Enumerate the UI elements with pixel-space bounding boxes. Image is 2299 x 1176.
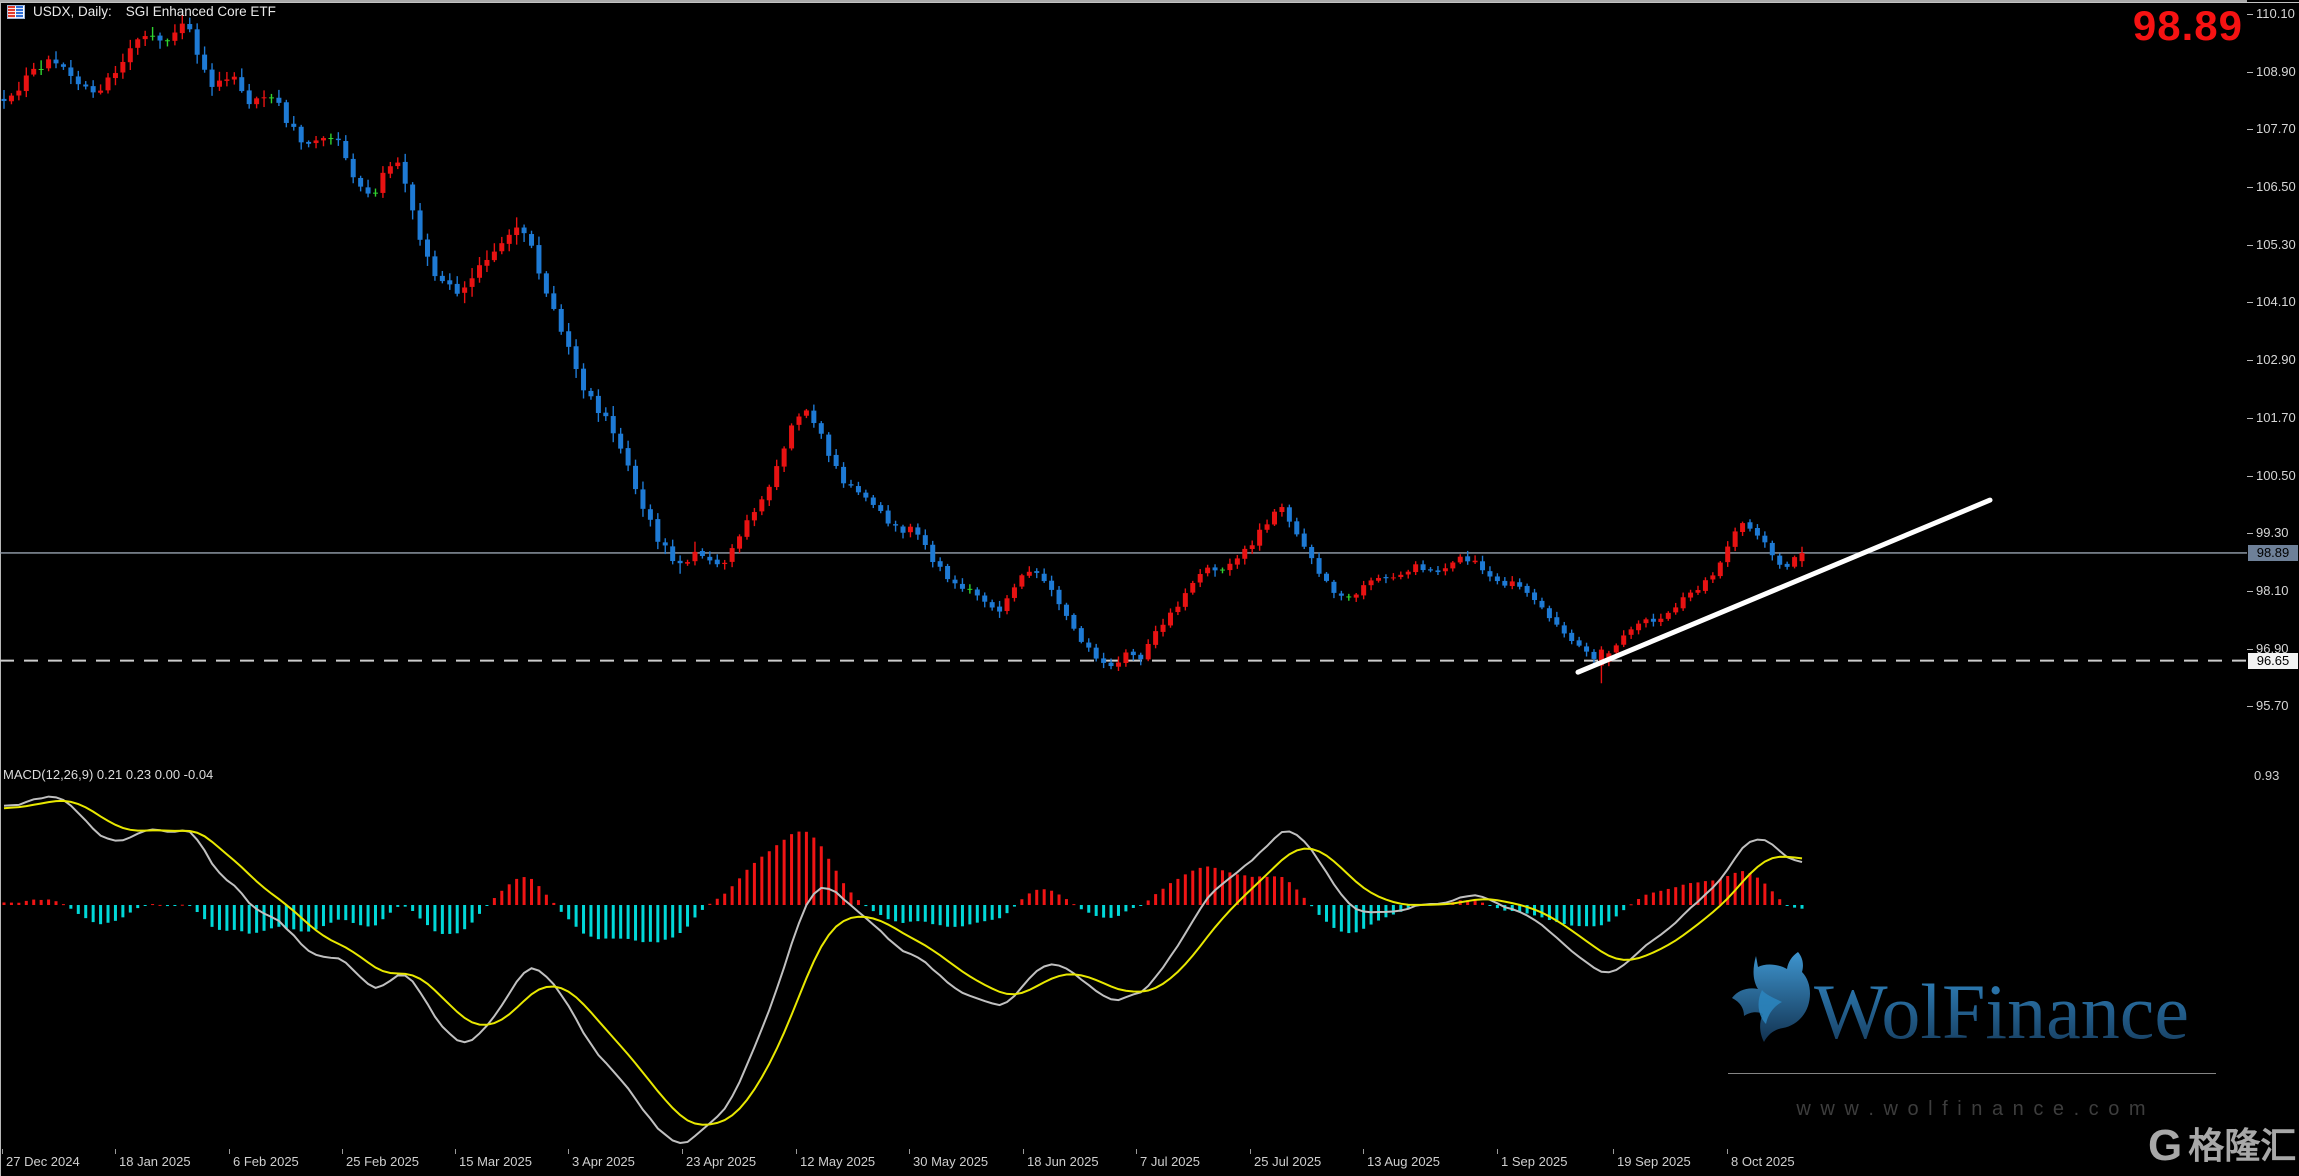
trendline[interactable] bbox=[1575, 497, 1993, 675]
support-level-tag: 96.65 bbox=[2248, 653, 2298, 669]
time-axis-label: 25 Jul 2025 bbox=[1254, 1154, 1322, 1169]
time-axis-tick bbox=[1497, 1149, 1498, 1154]
time-axis-label: 13 Aug 2025 bbox=[1367, 1154, 1441, 1169]
time-axis-label: 23 Apr 2025 bbox=[686, 1154, 757, 1169]
time-axis-tick bbox=[342, 1149, 343, 1154]
time-axis-tick bbox=[1023, 1149, 1024, 1154]
price-axis-label: 99.30 bbox=[2256, 525, 2289, 541]
price-axis-line bbox=[0, 3, 1, 1176]
last-price-readout: 98.89 bbox=[2132, 2, 2243, 49]
macd-line bbox=[3, 795, 1803, 1145]
symbol-description: SGI Enhanced Core ETF bbox=[125, 4, 276, 19]
time-axis-tick bbox=[1613, 1149, 1614, 1154]
time-axis-label: 30 May 2025 bbox=[913, 1154, 989, 1169]
price-axis-label: 102.90 bbox=[2256, 352, 2296, 368]
macd-scale-max-label: 0.93 bbox=[2254, 768, 2280, 783]
price-axis-label: 107.70 bbox=[2256, 121, 2296, 137]
price-axis-label: 108.90 bbox=[2256, 63, 2296, 79]
time-axis-tick bbox=[115, 1149, 116, 1154]
watermark-lockup: WolFinance bbox=[1732, 952, 2189, 1055]
price-axis-tick bbox=[2247, 648, 2253, 650]
time-axis-label: 12 May 2025 bbox=[800, 1154, 876, 1169]
gelonghui-mark: G bbox=[2148, 1121, 2183, 1170]
gelonghui-text: 格隆汇 bbox=[2188, 1125, 2297, 1166]
price-axis-tick bbox=[2247, 533, 2253, 535]
price-axis-label: 105.30 bbox=[2256, 236, 2296, 252]
price-axis-tick bbox=[2247, 590, 2253, 592]
price-axis-label: 95.70 bbox=[2256, 698, 2289, 714]
time-axis-tick bbox=[229, 1149, 230, 1154]
macd-histogram bbox=[2, 831, 1804, 943]
time-axis-tick bbox=[568, 1149, 569, 1154]
price-axis-label: 110.10 bbox=[2256, 6, 2295, 21]
time-axis-tick bbox=[1250, 1149, 1251, 1154]
price-axis-tick bbox=[2247, 475, 2253, 477]
price-axis-tick bbox=[2247, 187, 2253, 189]
time-axis-tick bbox=[1727, 1149, 1728, 1154]
time-axis-label: 25 Feb 2025 bbox=[346, 1154, 420, 1169]
signal-line bbox=[3, 799, 1803, 1126]
chart-title: USDX, Daily: SGI Enhanced Core ETF bbox=[7, 4, 276, 19]
price-axis-tick bbox=[2247, 71, 2253, 73]
time-axis-separator bbox=[0, 2, 2299, 3]
time-axis-tick bbox=[796, 1149, 797, 1154]
chart-window-icon bbox=[7, 4, 25, 19]
time-axis-label: 27 Dec 2024 bbox=[6, 1154, 80, 1169]
time-axis-tick bbox=[682, 1149, 683, 1154]
price-axis-tick bbox=[2247, 417, 2253, 419]
pane-separator[interactable] bbox=[0, 0, 2247, 2]
time-axis-tick bbox=[455, 1149, 456, 1154]
time-axis-label: 15 Mar 2025 bbox=[459, 1154, 532, 1169]
price-axis-label: 104.10 bbox=[2256, 294, 2296, 310]
gelonghui-logo: G 格隆汇 bbox=[2148, 1124, 2296, 1168]
price-axis-label: 100.50 bbox=[2256, 467, 2296, 483]
watermark-url: w w w . w o l f i n a n c e . c o m bbox=[1796, 1098, 2148, 1120]
time-axis-label: 7 Jul 2025 bbox=[1140, 1154, 1200, 1169]
time-axis-tick bbox=[1363, 1149, 1364, 1154]
price-axis-tick bbox=[2247, 706, 2253, 708]
price-axis-tick bbox=[2247, 14, 2253, 15]
time-axis-label: 6 Feb 2025 bbox=[233, 1154, 299, 1169]
symbol-title: USDX, Daily: bbox=[33, 4, 112, 19]
price-axis-tick bbox=[2247, 244, 2253, 246]
time-axis-label: 1 Sep 2025 bbox=[1501, 1154, 1568, 1169]
time-axis-tick bbox=[2, 1149, 3, 1154]
price-axis-tick bbox=[2247, 360, 2253, 362]
price-axis-label: 98.10 bbox=[2256, 582, 2289, 598]
time-axis-tick bbox=[909, 1149, 910, 1154]
time-axis-tick bbox=[1136, 1149, 1137, 1154]
price-axis-tick bbox=[2247, 129, 2253, 131]
wolf-icon bbox=[1732, 952, 1810, 1042]
time-axis-label: 18 Jun 2025 bbox=[1027, 1154, 1099, 1169]
macd-indicator-label: MACD(12,26,9) 0.21 0.23 0.00 -0.04 bbox=[3, 767, 214, 782]
price-axis-label: 101.70 bbox=[2256, 409, 2296, 425]
watermark-rule bbox=[1728, 1073, 2216, 1074]
current-price-tag: 98.89 bbox=[2248, 545, 2298, 561]
time-axis-label: 8 Oct 2025 bbox=[1731, 1154, 1795, 1169]
time-axis-label: 3 Apr 2025 bbox=[572, 1154, 635, 1169]
price-axis-label: 96.90 bbox=[2256, 640, 2289, 656]
watermark-brand: WolFinance bbox=[1814, 968, 2189, 1055]
price-axis-label: 106.50 bbox=[2256, 179, 2296, 195]
candles bbox=[1, 14, 1805, 684]
price-axis-tick bbox=[2247, 302, 2253, 304]
time-axis-label: 19 Sep 2025 bbox=[1617, 1154, 1691, 1169]
time-axis-label: 18 Jan 2025 bbox=[119, 1154, 191, 1169]
watermark: WolFinance w w w . w o l f i n a n c e .… bbox=[1722, 946, 2252, 1146]
